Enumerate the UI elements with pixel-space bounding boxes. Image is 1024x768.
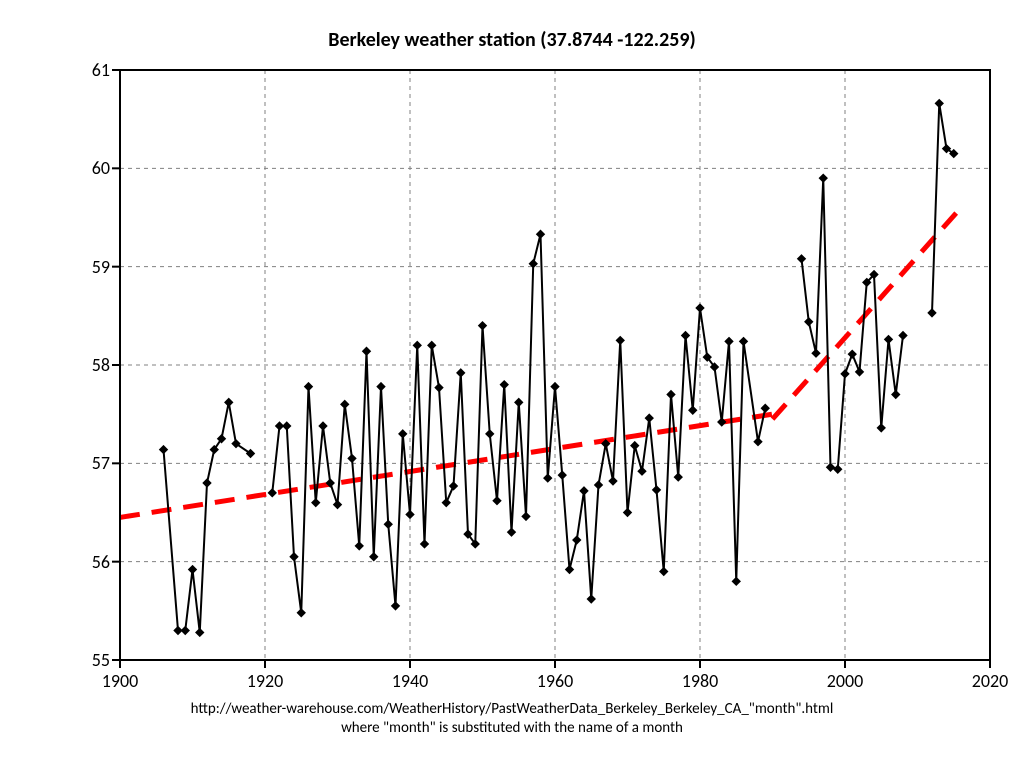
footnote-line2: where "month" is substituted with the na…	[341, 719, 683, 737]
footnote-line1: http://weather-warehouse.com/WeatherHist…	[191, 700, 834, 718]
x-tick-label: 2000	[827, 670, 864, 692]
y-tick-label: 61	[80, 59, 110, 81]
y-tick-label: 57	[80, 452, 110, 474]
x-tick-label: 2020	[972, 670, 1009, 692]
y-tick-label: 58	[80, 354, 110, 376]
x-tick-label: 1900	[102, 670, 139, 692]
y-tick-label: 55	[80, 649, 110, 671]
chart-footnote: http://weather-warehouse.com/WeatherHist…	[0, 700, 1024, 738]
x-tick-label: 1960	[537, 670, 574, 692]
y-tick-label: 60	[80, 157, 110, 179]
x-tick-label: 1920	[247, 670, 284, 692]
y-tick-label: 59	[80, 256, 110, 278]
chart-container: Berkeley weather station (37.8744 -122.2…	[0, 0, 1024, 768]
y-tick-label: 56	[80, 551, 110, 573]
x-tick-label: 1980	[682, 670, 719, 692]
plot-svg	[0, 0, 1024, 768]
x-tick-label: 1940	[392, 670, 429, 692]
